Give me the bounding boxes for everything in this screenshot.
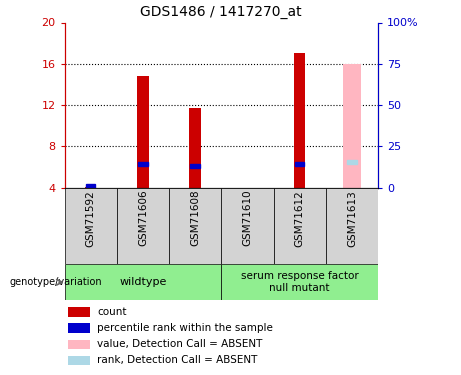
Text: value, Detection Call = ABSENT: value, Detection Call = ABSENT [97, 339, 263, 349]
Bar [190, 164, 200, 168]
Bar [86, 184, 95, 188]
Bar [85, 187, 96, 188]
Bar [117, 188, 169, 264]
Text: serum response factor
null mutant: serum response factor null mutant [241, 272, 359, 293]
Text: percentile rank within the sample: percentile rank within the sample [97, 323, 273, 333]
Bar [221, 264, 378, 300]
Text: GSM71606: GSM71606 [138, 190, 148, 246]
Text: wildtype: wildtype [119, 277, 166, 287]
Text: GSM71608: GSM71608 [190, 190, 200, 246]
Bar [189, 108, 201, 188]
Text: genotype/variation: genotype/variation [9, 277, 102, 287]
Bar [347, 160, 357, 164]
Bar [221, 188, 273, 264]
Bar [138, 162, 148, 166]
Bar [68, 356, 90, 365]
Title: GDS1486 / 1417270_at: GDS1486 / 1417270_at [141, 5, 302, 19]
Text: GSM71612: GSM71612 [295, 190, 305, 246]
Text: GSM71592: GSM71592 [86, 190, 96, 246]
Text: GSM71610: GSM71610 [242, 190, 253, 246]
Bar [273, 188, 326, 264]
Bar [169, 188, 221, 264]
Bar [68, 323, 90, 333]
Bar [137, 76, 148, 188]
Text: rank, Detection Call = ABSENT: rank, Detection Call = ABSENT [97, 356, 258, 366]
Bar [65, 188, 117, 264]
Text: count: count [97, 307, 127, 317]
Bar [65, 264, 221, 300]
Bar [343, 64, 361, 188]
Bar [294, 54, 305, 188]
Bar [68, 339, 90, 349]
Bar [295, 162, 304, 166]
Bar [326, 188, 378, 264]
Text: GSM71613: GSM71613 [347, 190, 357, 246]
Bar [68, 307, 90, 316]
